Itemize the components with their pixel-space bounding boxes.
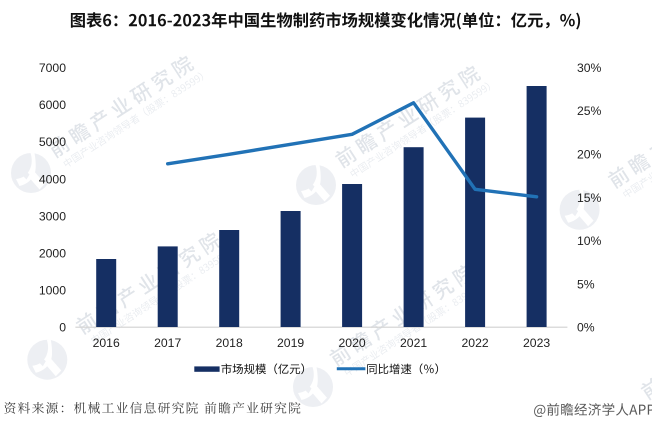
svg-text:2018: 2018: [216, 336, 243, 350]
svg-text:30%: 30%: [577, 61, 602, 75]
svg-text:5000: 5000: [39, 135, 66, 149]
svg-text:5%: 5%: [577, 277, 595, 291]
svg-text:2021: 2021: [400, 336, 427, 350]
svg-text:15%: 15%: [577, 191, 602, 205]
svg-text:2017: 2017: [154, 336, 181, 350]
svg-text:1000: 1000: [39, 284, 66, 298]
svg-text:2016: 2016: [93, 336, 120, 350]
svg-text:10%: 10%: [577, 234, 602, 248]
svg-text:2019: 2019: [277, 336, 304, 350]
svg-text:2000: 2000: [39, 247, 66, 261]
svg-text:0%: 0%: [577, 321, 595, 335]
svg-text:2020: 2020: [339, 336, 366, 350]
svg-text:4000: 4000: [39, 172, 66, 186]
svg-text:6000: 6000: [39, 98, 66, 112]
svg-text:7000: 7000: [39, 61, 66, 75]
svg-text:20%: 20%: [577, 148, 602, 162]
svg-text:3000: 3000: [39, 209, 66, 223]
svg-text:2023: 2023: [523, 336, 550, 350]
svg-text:0: 0: [59, 321, 66, 335]
svg-text:25%: 25%: [577, 104, 602, 118]
svg-text:2022: 2022: [462, 336, 489, 350]
